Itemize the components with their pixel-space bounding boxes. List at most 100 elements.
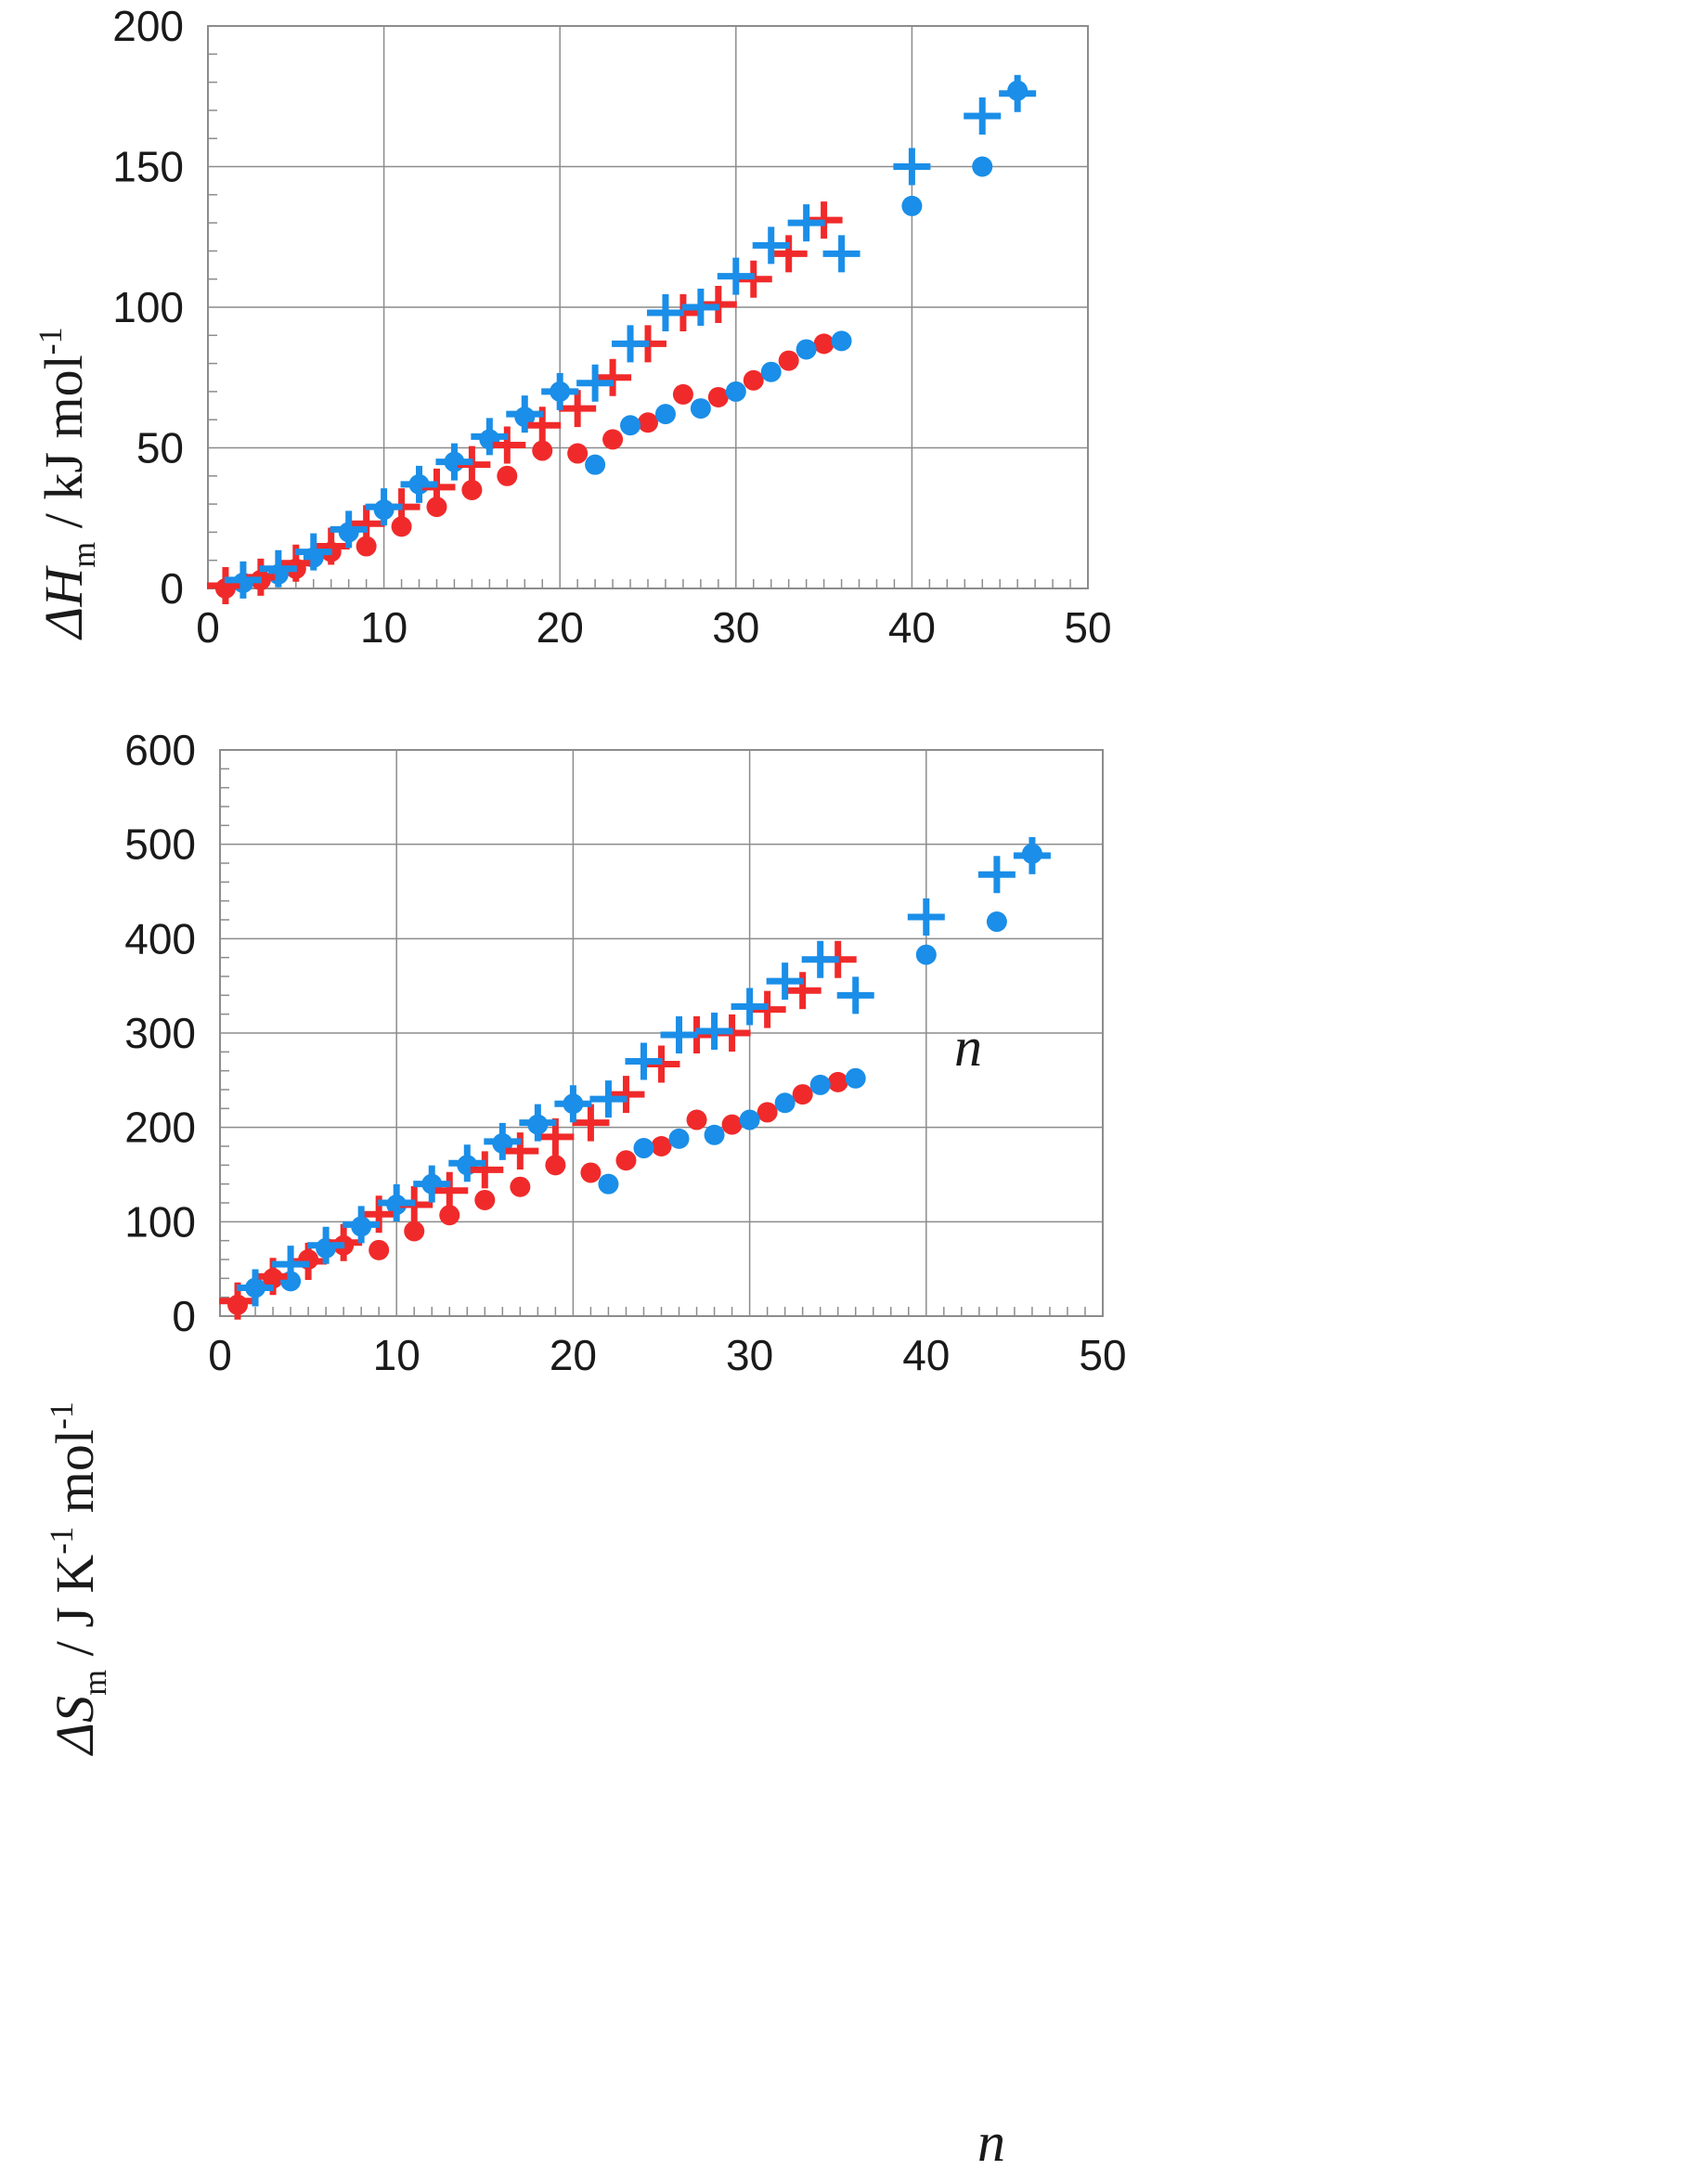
red-circle-point — [404, 1221, 425, 1242]
blue-circle-point — [972, 156, 993, 177]
red-circle-point — [792, 1084, 813, 1105]
red-circle-point — [602, 429, 624, 450]
blue-plus-point — [484, 1122, 522, 1160]
blue-plus-point — [365, 488, 403, 526]
blue-plus-point — [612, 325, 650, 363]
red-circle-point — [439, 1205, 460, 1226]
x-tick-label: 0 — [196, 603, 220, 652]
chart-enthalpy: 0 10 20 30 40 50 0 50 100 150 200 n ΔHm / kJ mol-… — [32, 2, 1112, 1078]
x-tick-label: 50 — [1079, 1331, 1126, 1379]
red-circle-point — [721, 1114, 743, 1135]
blue-circle-point — [633, 1138, 654, 1159]
chart-enthalpy-minor-ticks — [208, 53, 1071, 588]
red-circle-point — [426, 497, 447, 518]
red-circle-point — [813, 333, 835, 355]
blue-circle-point — [915, 944, 937, 965]
y-tick-label: 0 — [160, 564, 184, 613]
red-circle-point — [497, 465, 518, 486]
y-tick-label: 200 — [124, 1104, 196, 1152]
x-tick-label: 10 — [373, 1331, 421, 1379]
red-plus-point — [783, 972, 822, 1010]
chart-entropy-plot-area — [219, 749, 1104, 1317]
blue-plus-point — [822, 235, 860, 273]
red-circle-point — [532, 440, 553, 461]
chart-enthalpy-x-axis-label: n — [954, 1016, 982, 1078]
blue-circle-point — [986, 911, 1007, 933]
x-tick-label: 50 — [1064, 603, 1111, 652]
red-plus-point — [488, 426, 526, 464]
y-label-sup: -1 — [32, 327, 69, 355]
y-label-prefix: ΔH — [33, 565, 94, 640]
chart-enthalpy-plot-area — [207, 25, 1089, 589]
blue-plus-point — [695, 1012, 733, 1050]
y-tick-label: 150 — [112, 143, 184, 191]
blue-plus-point — [893, 148, 931, 186]
chart-enthalpy-y-axis-label: ΔHm / kJ mol-1 — [32, 327, 102, 639]
blue-plus-point — [435, 443, 473, 481]
x-tick-label: 30 — [726, 1331, 773, 1379]
blue-plus-point — [836, 976, 874, 1014]
blue-plus-point — [272, 1246, 310, 1284]
red-plus-point — [607, 1076, 645, 1114]
y-label-sub: m — [65, 542, 102, 568]
red-plus-point — [466, 1151, 504, 1189]
chart-entropy-minor-ticks — [220, 768, 1086, 1316]
red-plus-point — [347, 505, 385, 543]
blue-plus-point — [625, 1042, 663, 1080]
red-circle-point — [580, 1162, 602, 1183]
chart-entropy: 0 10 20 30 40 50 0 100 200 300 400 500 600 n ΔSm / … — [43, 726, 1127, 2173]
blue-circle-point — [704, 1124, 725, 1145]
red-plus-point — [312, 527, 350, 565]
blue-plus-point — [259, 549, 297, 588]
blue-circle-point — [725, 381, 746, 402]
blue-circle-point — [796, 339, 817, 360]
blue-plus-point — [576, 364, 615, 402]
blue-plus-point — [400, 465, 438, 503]
red-circle-point — [391, 516, 412, 537]
blue-circle-point — [668, 1128, 690, 1149]
blue-plus-point — [294, 533, 332, 571]
y-tick-label: 600 — [124, 726, 196, 774]
blue-plus-point — [646, 294, 684, 332]
blue-circle-point — [831, 330, 852, 352]
blue-plus-point — [907, 898, 945, 936]
blue-circle-point — [809, 1074, 831, 1095]
y-tick-label: 100 — [124, 1197, 196, 1246]
chart-entropy-x-axis-label: n — [977, 2112, 1005, 2173]
blue-plus-point — [964, 97, 1002, 135]
chart-entropy-x-tick-labels: 0 10 20 30 40 50 — [208, 1331, 1126, 1379]
x-tick-label: 20 — [537, 603, 584, 652]
blue-plus-point — [752, 226, 790, 265]
red-plus-point — [559, 390, 597, 428]
blue-plus-point — [307, 1226, 345, 1264]
red-circle-point — [778, 350, 799, 371]
blue-circle-point — [598, 1173, 619, 1195]
blue-circle-point — [901, 195, 923, 216]
blue-plus-point — [471, 418, 509, 456]
blue-plus-point — [977, 856, 1016, 894]
blue-plus-point — [660, 1016, 698, 1054]
blue-plus-point — [448, 1144, 486, 1182]
blue-plus-point — [801, 940, 839, 978]
red-circle-point — [707, 386, 729, 407]
blue-plus-point — [330, 510, 368, 549]
blue-plus-point — [766, 962, 804, 1001]
red-plus-point — [594, 358, 632, 396]
blue-plus-point — [506, 395, 544, 433]
blue-circle-point — [585, 454, 606, 475]
blue-plus-point — [343, 1206, 381, 1244]
blue-circle-point — [690, 398, 711, 420]
x-tick-label: 20 — [550, 1331, 597, 1379]
blue-plus-point — [541, 372, 579, 410]
red-circle-point — [757, 1102, 778, 1123]
y-tick-label: 100 — [112, 283, 184, 331]
chart-entropy-y-axis-label: ΔSm / J K-1 mol-1 — [43, 1402, 113, 1756]
chart-enthalpy-data-points — [206, 74, 1037, 604]
chart-enthalpy-x-tick-labels: 0 10 20 30 40 50 — [196, 603, 1111, 652]
red-circle-point — [510, 1176, 531, 1197]
chart-entropy-data-points — [219, 836, 1051, 1320]
y-tick-label: 400 — [124, 914, 196, 962]
blue-circle-point — [739, 1109, 760, 1130]
red-circle-point — [567, 443, 589, 464]
